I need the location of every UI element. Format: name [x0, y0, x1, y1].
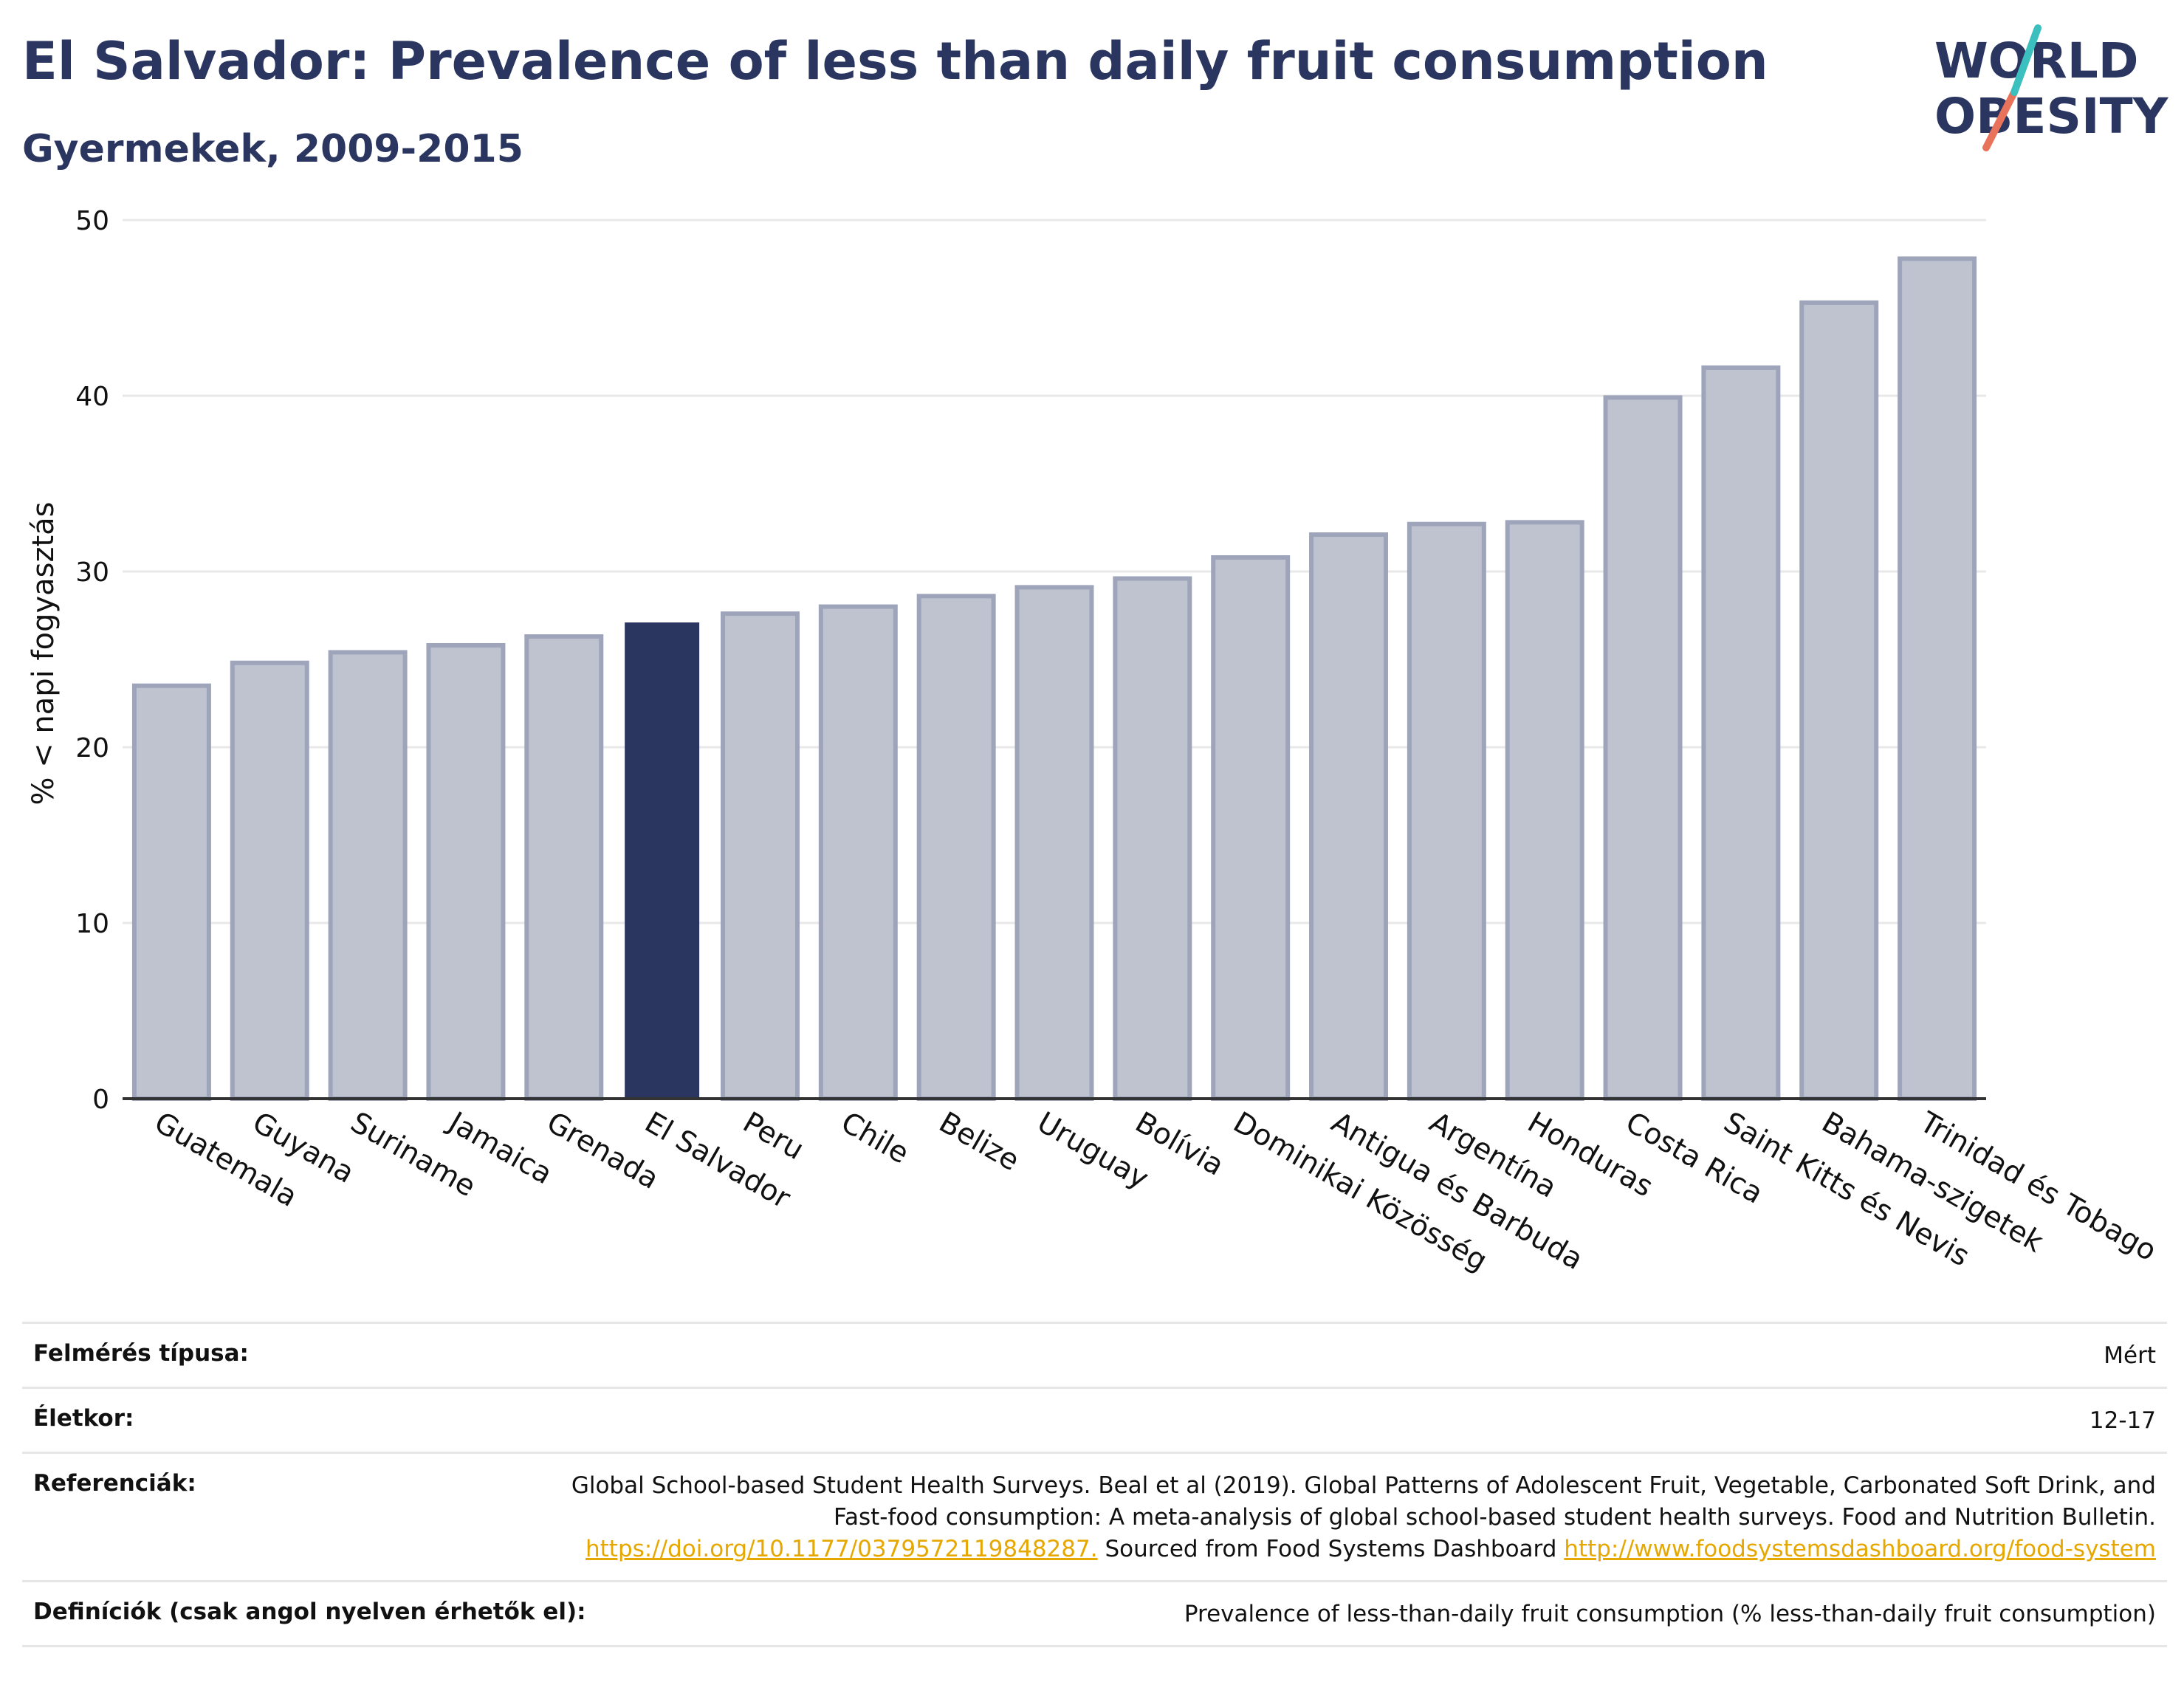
bar-honduras: [1505, 520, 1584, 1101]
doi-link[interactable]: https://doi.org/10.1177/0379572119848287…: [586, 1536, 1098, 1562]
bar-bahama-szigetek: [1799, 300, 1879, 1101]
food-systems-dashboard-link[interactable]: http://www.foodsystemsdashboard.org/food…: [1564, 1536, 2156, 1562]
y-tick-label: 10: [75, 909, 109, 939]
bar-dominikai-k-z-ss-g: [1211, 555, 1291, 1101]
bar-chile: [818, 604, 898, 1101]
bar-saint-kitts-s-nevis: [1701, 365, 1781, 1102]
bar-peru: [720, 611, 800, 1101]
references-value: Global School-based Student Health Surve…: [569, 1470, 2156, 1565]
logo-slash-coral: [1982, 89, 2018, 151]
bar-argent-na: [1407, 521, 1486, 1101]
logo-slash-teal: [2010, 24, 2042, 96]
logo-obesity-text: OBESITY: [1934, 88, 2169, 145]
bar-el-salvador: [625, 622, 700, 1099]
y-tick-label: 40: [75, 382, 109, 412]
chart-title: El Salvador: Prevalence of less than dai…: [22, 31, 1768, 92]
y-tick-label: 20: [75, 733, 109, 763]
definitions-row: Definíciók (csak angol nyelven érhetők e…: [22, 1580, 2167, 1647]
y-tick-label: 50: [75, 206, 109, 236]
references-source-text: Sourced from Food Systems Dashboard: [1105, 1536, 1557, 1562]
bar-jamaica: [426, 642, 506, 1101]
bar-chart: 01020304050GuatemalaGuyanaSurinameJamaic…: [27, 206, 2162, 1278]
bar-belize: [916, 594, 996, 1101]
bar-uruguay: [1014, 585, 1094, 1101]
bar-layer: [131, 256, 1977, 1102]
bar-guatemala: [131, 683, 211, 1101]
x-tick-label: Peru: [737, 1106, 809, 1167]
y-tick-label: 0: [92, 1085, 109, 1115]
age-value: 12-17: [2089, 1407, 2156, 1434]
age-label: Életkor:: [33, 1405, 134, 1432]
bar-suriname: [328, 650, 408, 1101]
survey-type-value: Mért: [2104, 1342, 2156, 1369]
bar-antigua-s-barbuda: [1309, 532, 1389, 1101]
definitions-value: Prevalence of less-than-daily fruit cons…: [1184, 1601, 2156, 1627]
x-tick-label: Chile: [835, 1106, 914, 1171]
x-tick-label: Belize: [933, 1106, 1025, 1178]
y-tick-label: 30: [75, 557, 109, 588]
survey-type-row: Felmérés típusa: Mért: [22, 1322, 2167, 1387]
bar-guyana: [230, 660, 309, 1101]
y-axis-label: % < napi fogyasztás: [27, 501, 61, 805]
references-label: Referenciák:: [33, 1470, 196, 1497]
definitions-label: Definíciók (csak angol nyelven érhetők e…: [33, 1599, 586, 1625]
survey-type-label: Felmérés típusa:: [33, 1340, 249, 1367]
x-tick-label: Grenada: [541, 1106, 665, 1196]
metadata-table: Felmérés típusa: Mért Életkor: 12-17 Ref…: [22, 1322, 2167, 1647]
x-tick-label: Uruguay: [1031, 1106, 1154, 1196]
references-row: Referenciák: Global School-based Student…: [22, 1452, 2167, 1580]
bar-trinidad-s-tobago: [1898, 256, 1977, 1101]
bar-grenada: [524, 634, 604, 1101]
age-row: Életkor: 12-17: [22, 1387, 2167, 1452]
chart-subtitle: Gyermekek, 2009-2015: [22, 127, 523, 171]
bar-costa-rica: [1603, 395, 1683, 1101]
world-obesity-logo: WORLD OBESITY: [1934, 24, 2169, 151]
bar-bol-via: [1113, 576, 1192, 1101]
references-text: Global School-based Student Health Surve…: [571, 1472, 2156, 1531]
